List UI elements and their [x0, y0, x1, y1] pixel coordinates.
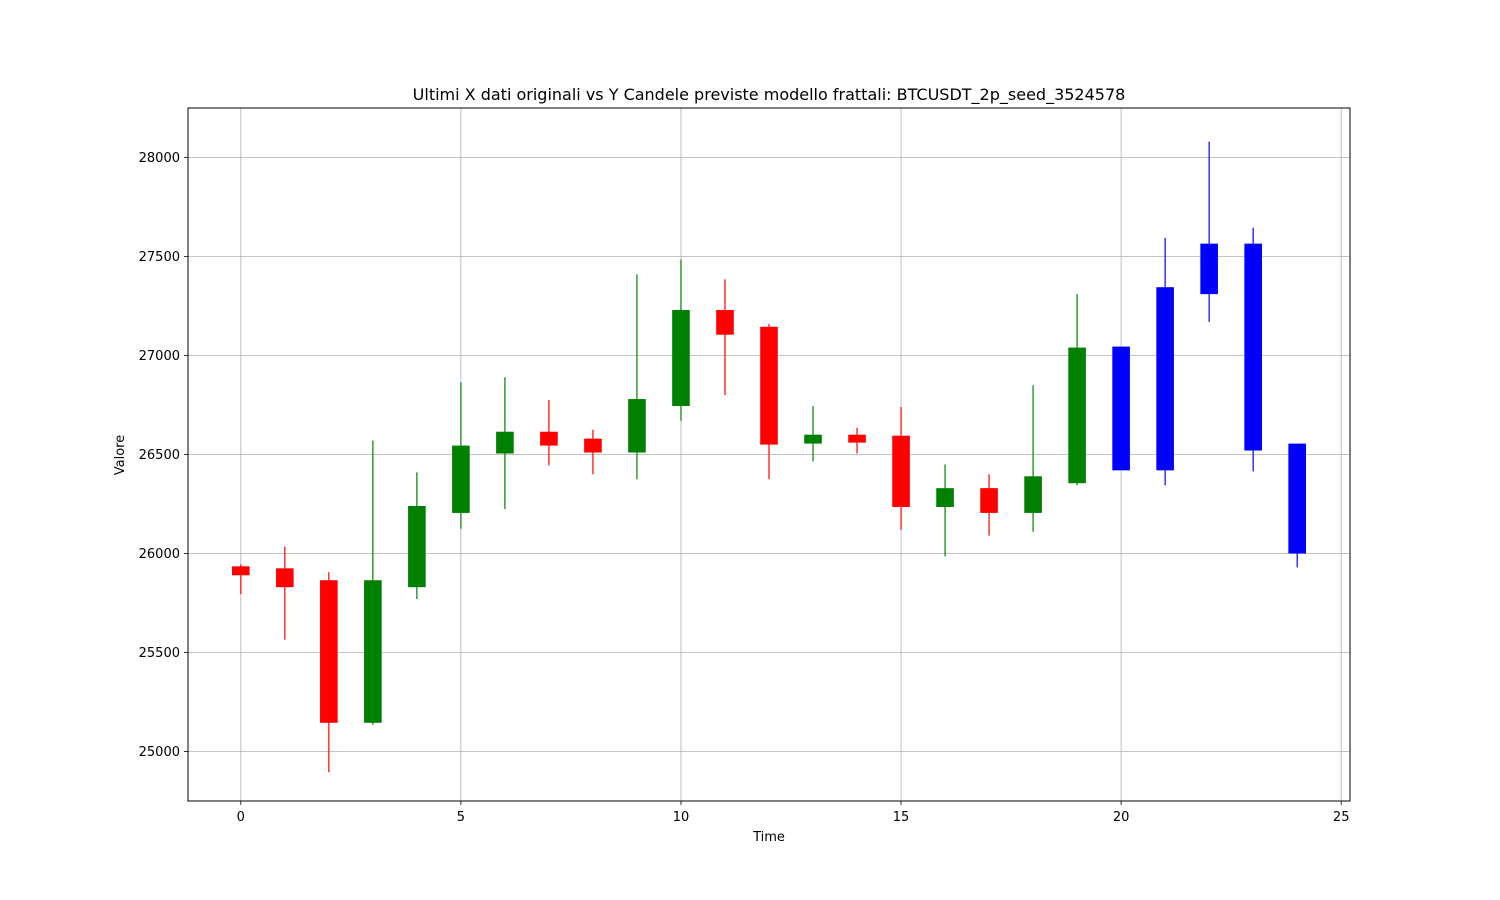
y-tick-label: 25000: [139, 745, 180, 760]
candle-17: [980, 474, 998, 536]
candle-5: [452, 382, 470, 529]
chart-title: Ultimi X dati originali vs Y Candele pre…: [413, 85, 1126, 105]
candle-16: [936, 464, 954, 557]
x-tick-label: 25: [1333, 810, 1350, 825]
candle-body: [452, 445, 470, 513]
candle-body: [936, 488, 954, 507]
y-tick-label: 27500: [139, 250, 180, 265]
candle-body: [1244, 243, 1262, 451]
candle-body: [584, 438, 602, 453]
candle-body: [980, 488, 998, 513]
candle-body: [892, 435, 910, 507]
candle-body: [496, 431, 514, 454]
candle-18: [1024, 385, 1042, 532]
candle-11: [716, 279, 734, 396]
axis-ticks: 0 5 10 15 20 25 25000 25500 26000 26500 27000 27500…: [139, 151, 1350, 825]
candle-body: [540, 431, 558, 446]
candle-6: [496, 377, 514, 509]
candle-7: [540, 400, 558, 466]
candle-8: [584, 429, 602, 475]
candle-19: [1068, 294, 1086, 486]
candle-9: [628, 274, 646, 480]
y-tick-label: 26500: [139, 448, 180, 463]
x-tick-label: 0: [237, 810, 245, 825]
y-tick-label: 27000: [139, 349, 180, 364]
candle-13: [804, 405, 822, 462]
x-tick-label: 15: [893, 810, 910, 825]
candle-body: [1200, 243, 1218, 295]
x-axis-label: Time: [752, 830, 785, 845]
candle-body: [232, 566, 250, 576]
candle-15: [892, 406, 910, 530]
candle-body: [628, 399, 646, 453]
y-tick-label: 25500: [139, 646, 180, 661]
y-tick-label: 26000: [139, 547, 180, 562]
candle-body: [276, 568, 294, 588]
candle-14: [848, 427, 866, 454]
candle-24: [1288, 443, 1306, 568]
candle-body: [672, 309, 690, 406]
candle-body: [1024, 476, 1042, 513]
candle-3: [364, 440, 382, 725]
candle-body: [760, 326, 778, 445]
candle-body: [1112, 346, 1130, 471]
candle-20: [1112, 346, 1130, 471]
candle-body: [804, 434, 822, 444]
candle-2: [320, 572, 338, 773]
candle-23: [1244, 227, 1262, 472]
x-tick-label: 5: [457, 810, 465, 825]
y-axis-label: Valore: [113, 435, 128, 475]
candle-10: [672, 259, 690, 421]
candle-body: [1068, 347, 1086, 484]
candle-body: [1156, 287, 1174, 471]
candle-4: [408, 472, 426, 600]
candle-body: [408, 505, 426, 588]
x-tick-label: 10: [673, 810, 690, 825]
candle-12: [760, 323, 778, 480]
candle-body: [716, 309, 734, 335]
candle-22: [1200, 141, 1218, 322]
candle-1: [276, 546, 294, 640]
candle-body: [320, 580, 338, 723]
y-tick-label: 28000: [139, 151, 180, 166]
candle-body: [1288, 443, 1306, 554]
candle-21: [1156, 237, 1174, 486]
candle-body: [848, 434, 866, 443]
candles: [232, 141, 1306, 773]
candle-body: [364, 580, 382, 723]
x-tick-label: 20: [1113, 810, 1130, 825]
candle-0: [232, 564, 250, 595]
